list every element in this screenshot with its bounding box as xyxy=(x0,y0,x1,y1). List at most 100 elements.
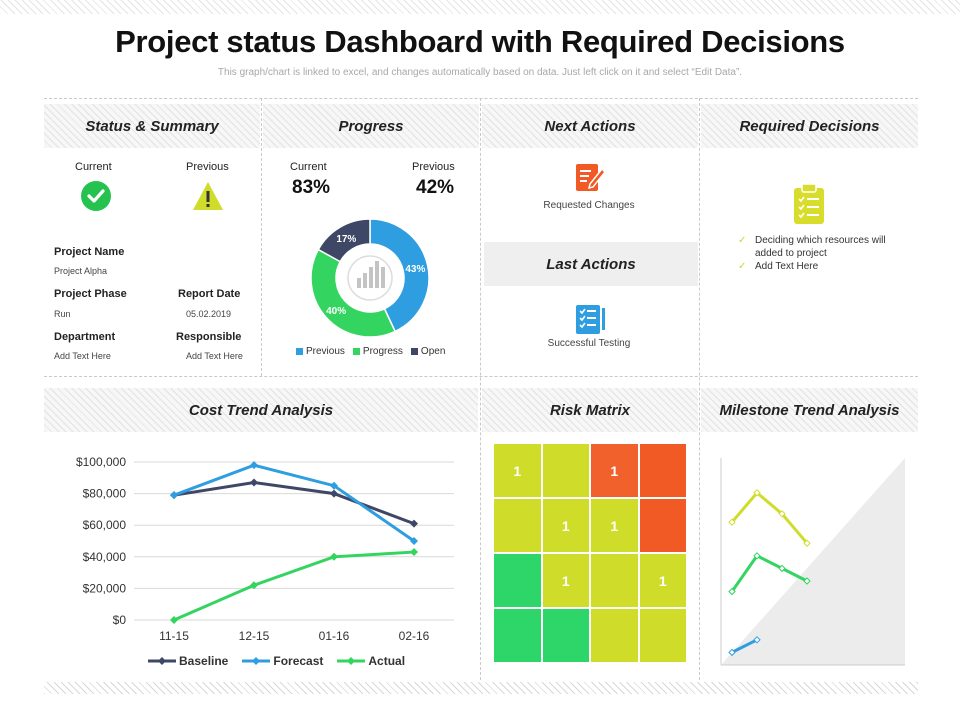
donut-value-label: 17% xyxy=(336,234,356,245)
progress-previous-value: 42% xyxy=(416,177,455,198)
data-point-forecast xyxy=(170,491,178,500)
next-actions-header: Next Actions xyxy=(482,104,698,148)
legend-label: Baseline xyxy=(179,654,229,668)
legend-marker xyxy=(242,657,271,665)
bar-chart-icon-bar xyxy=(369,267,373,288)
milestone-point xyxy=(728,518,736,526)
risk-cell xyxy=(638,443,687,498)
risk-cell-label: 1 xyxy=(610,462,619,479)
data-point-baseline xyxy=(330,489,338,498)
decision-list: ✓ Deciding which resources will added to … xyxy=(738,234,908,273)
data-point-forecast xyxy=(250,461,258,470)
risk-cell-label: 1 xyxy=(561,517,570,534)
risk-cell xyxy=(493,498,542,553)
data-point-actual xyxy=(250,581,258,590)
legend-label: Progress xyxy=(362,346,403,357)
page-subtitle: This graph/chart is linked to excel, and… xyxy=(217,67,743,78)
y-tick-label: $80,000 xyxy=(83,487,127,501)
divider xyxy=(699,98,700,690)
legend-item: Actual xyxy=(337,654,405,668)
legend-diamond xyxy=(252,657,261,665)
divider xyxy=(44,98,918,99)
warning-triangle-icon xyxy=(193,182,223,210)
y-tick-label: $100,000 xyxy=(76,455,126,469)
checklist-notebook-icon xyxy=(576,305,605,334)
risk-cell xyxy=(638,498,687,553)
risk-cell-label: 1 xyxy=(658,572,667,589)
x-tick-label: 11-15 xyxy=(159,629,189,643)
page-title: Project status Dashboard with Required D… xyxy=(115,24,845,59)
donut-slice-previous xyxy=(369,218,430,333)
last-actions-header: Last Actions xyxy=(484,242,698,286)
decision-item: ✓ Add Text Here xyxy=(738,261,819,272)
bottom-decoration xyxy=(44,682,918,694)
cost-trend-chart: $0 $20,000 $40,000 $60,000 $80,000 $100,000 11… xyxy=(76,455,454,643)
last-action-item: Successful Testing xyxy=(547,338,631,349)
data-point-actual xyxy=(170,616,178,624)
legend-marker xyxy=(337,657,366,665)
legend-swatch xyxy=(296,348,303,355)
report-date-label: Report Date xyxy=(178,288,241,300)
series-line-baseline xyxy=(173,481,415,526)
legend-swatch xyxy=(410,348,418,355)
report-date-value: 05.02.2019 xyxy=(186,309,232,319)
legend-diamond xyxy=(158,657,166,665)
legend-item: Previous xyxy=(296,346,345,357)
milestone-point xyxy=(778,564,786,573)
milestone-trend-header: Milestone Trend Analysis xyxy=(701,388,918,432)
legend-swatch xyxy=(352,348,360,355)
series-line-actual xyxy=(173,550,415,622)
legend-label: Actual xyxy=(368,654,406,668)
x-tick-label: 01-16 xyxy=(319,629,350,643)
milestone-series-1 xyxy=(730,490,809,545)
risk-cell xyxy=(638,608,687,663)
y-tick-label: $20,000 xyxy=(83,581,127,595)
milestone-series-2 xyxy=(730,553,808,593)
progress-header: Progress xyxy=(263,104,479,148)
risk-cell-label: 1 xyxy=(561,572,570,589)
legend-label: Open xyxy=(420,346,446,357)
top-decoration xyxy=(0,0,960,14)
data-point-actual xyxy=(330,552,338,561)
bar-chart-icon-bar xyxy=(363,273,367,288)
milestone-point xyxy=(753,489,761,497)
legend-marker xyxy=(148,657,176,665)
check-circle-icon xyxy=(81,181,111,211)
donut-slice-progress xyxy=(310,248,397,338)
check-icon: ✓ xyxy=(738,235,747,246)
project-name-value: Project Alpha xyxy=(54,266,108,276)
legend-item: Forecast xyxy=(242,654,323,668)
cost-trend-legend: Baseline Forecast Actual xyxy=(148,654,419,668)
progress-legend: Previous Progress Open xyxy=(296,346,453,357)
risk-cell: 1 xyxy=(590,443,639,498)
current-label: Current xyxy=(75,161,112,173)
risk-cell: 1 xyxy=(541,498,590,553)
series-line-forecast xyxy=(173,463,415,543)
risk-cell xyxy=(541,608,590,663)
project-phase-value: Run xyxy=(54,309,71,319)
legend-item: Progress xyxy=(352,346,403,357)
risk-cell xyxy=(590,608,639,663)
y-tick-label: $40,000 xyxy=(83,550,127,564)
risk-cell: 1 xyxy=(638,553,687,608)
data-point-forecast xyxy=(330,481,338,490)
legend-diamond xyxy=(347,657,356,665)
risk-cell xyxy=(493,553,542,608)
risk-cell xyxy=(590,553,639,608)
decision-item: ✓ Deciding which resources will added to … xyxy=(738,235,886,259)
progress-donut-chart: 43% 40% 17% xyxy=(310,218,430,338)
milestone-point xyxy=(753,636,761,644)
project-name-label: Project Name xyxy=(54,246,125,258)
milestone-point xyxy=(778,510,786,518)
milestone-series-3 xyxy=(731,638,758,654)
legend-label: Previous xyxy=(306,346,345,357)
risk-cell: 1 xyxy=(541,553,590,608)
legend-item: Open xyxy=(410,346,446,357)
y-tick-label: $0 xyxy=(113,613,127,627)
divider xyxy=(261,98,262,376)
bar-chart-icon-bar xyxy=(381,267,385,288)
bar-chart-icon-bar xyxy=(375,261,379,288)
data-point-actual xyxy=(410,548,418,557)
check-icon: ✓ xyxy=(738,261,747,272)
edit-document-icon xyxy=(576,164,607,191)
